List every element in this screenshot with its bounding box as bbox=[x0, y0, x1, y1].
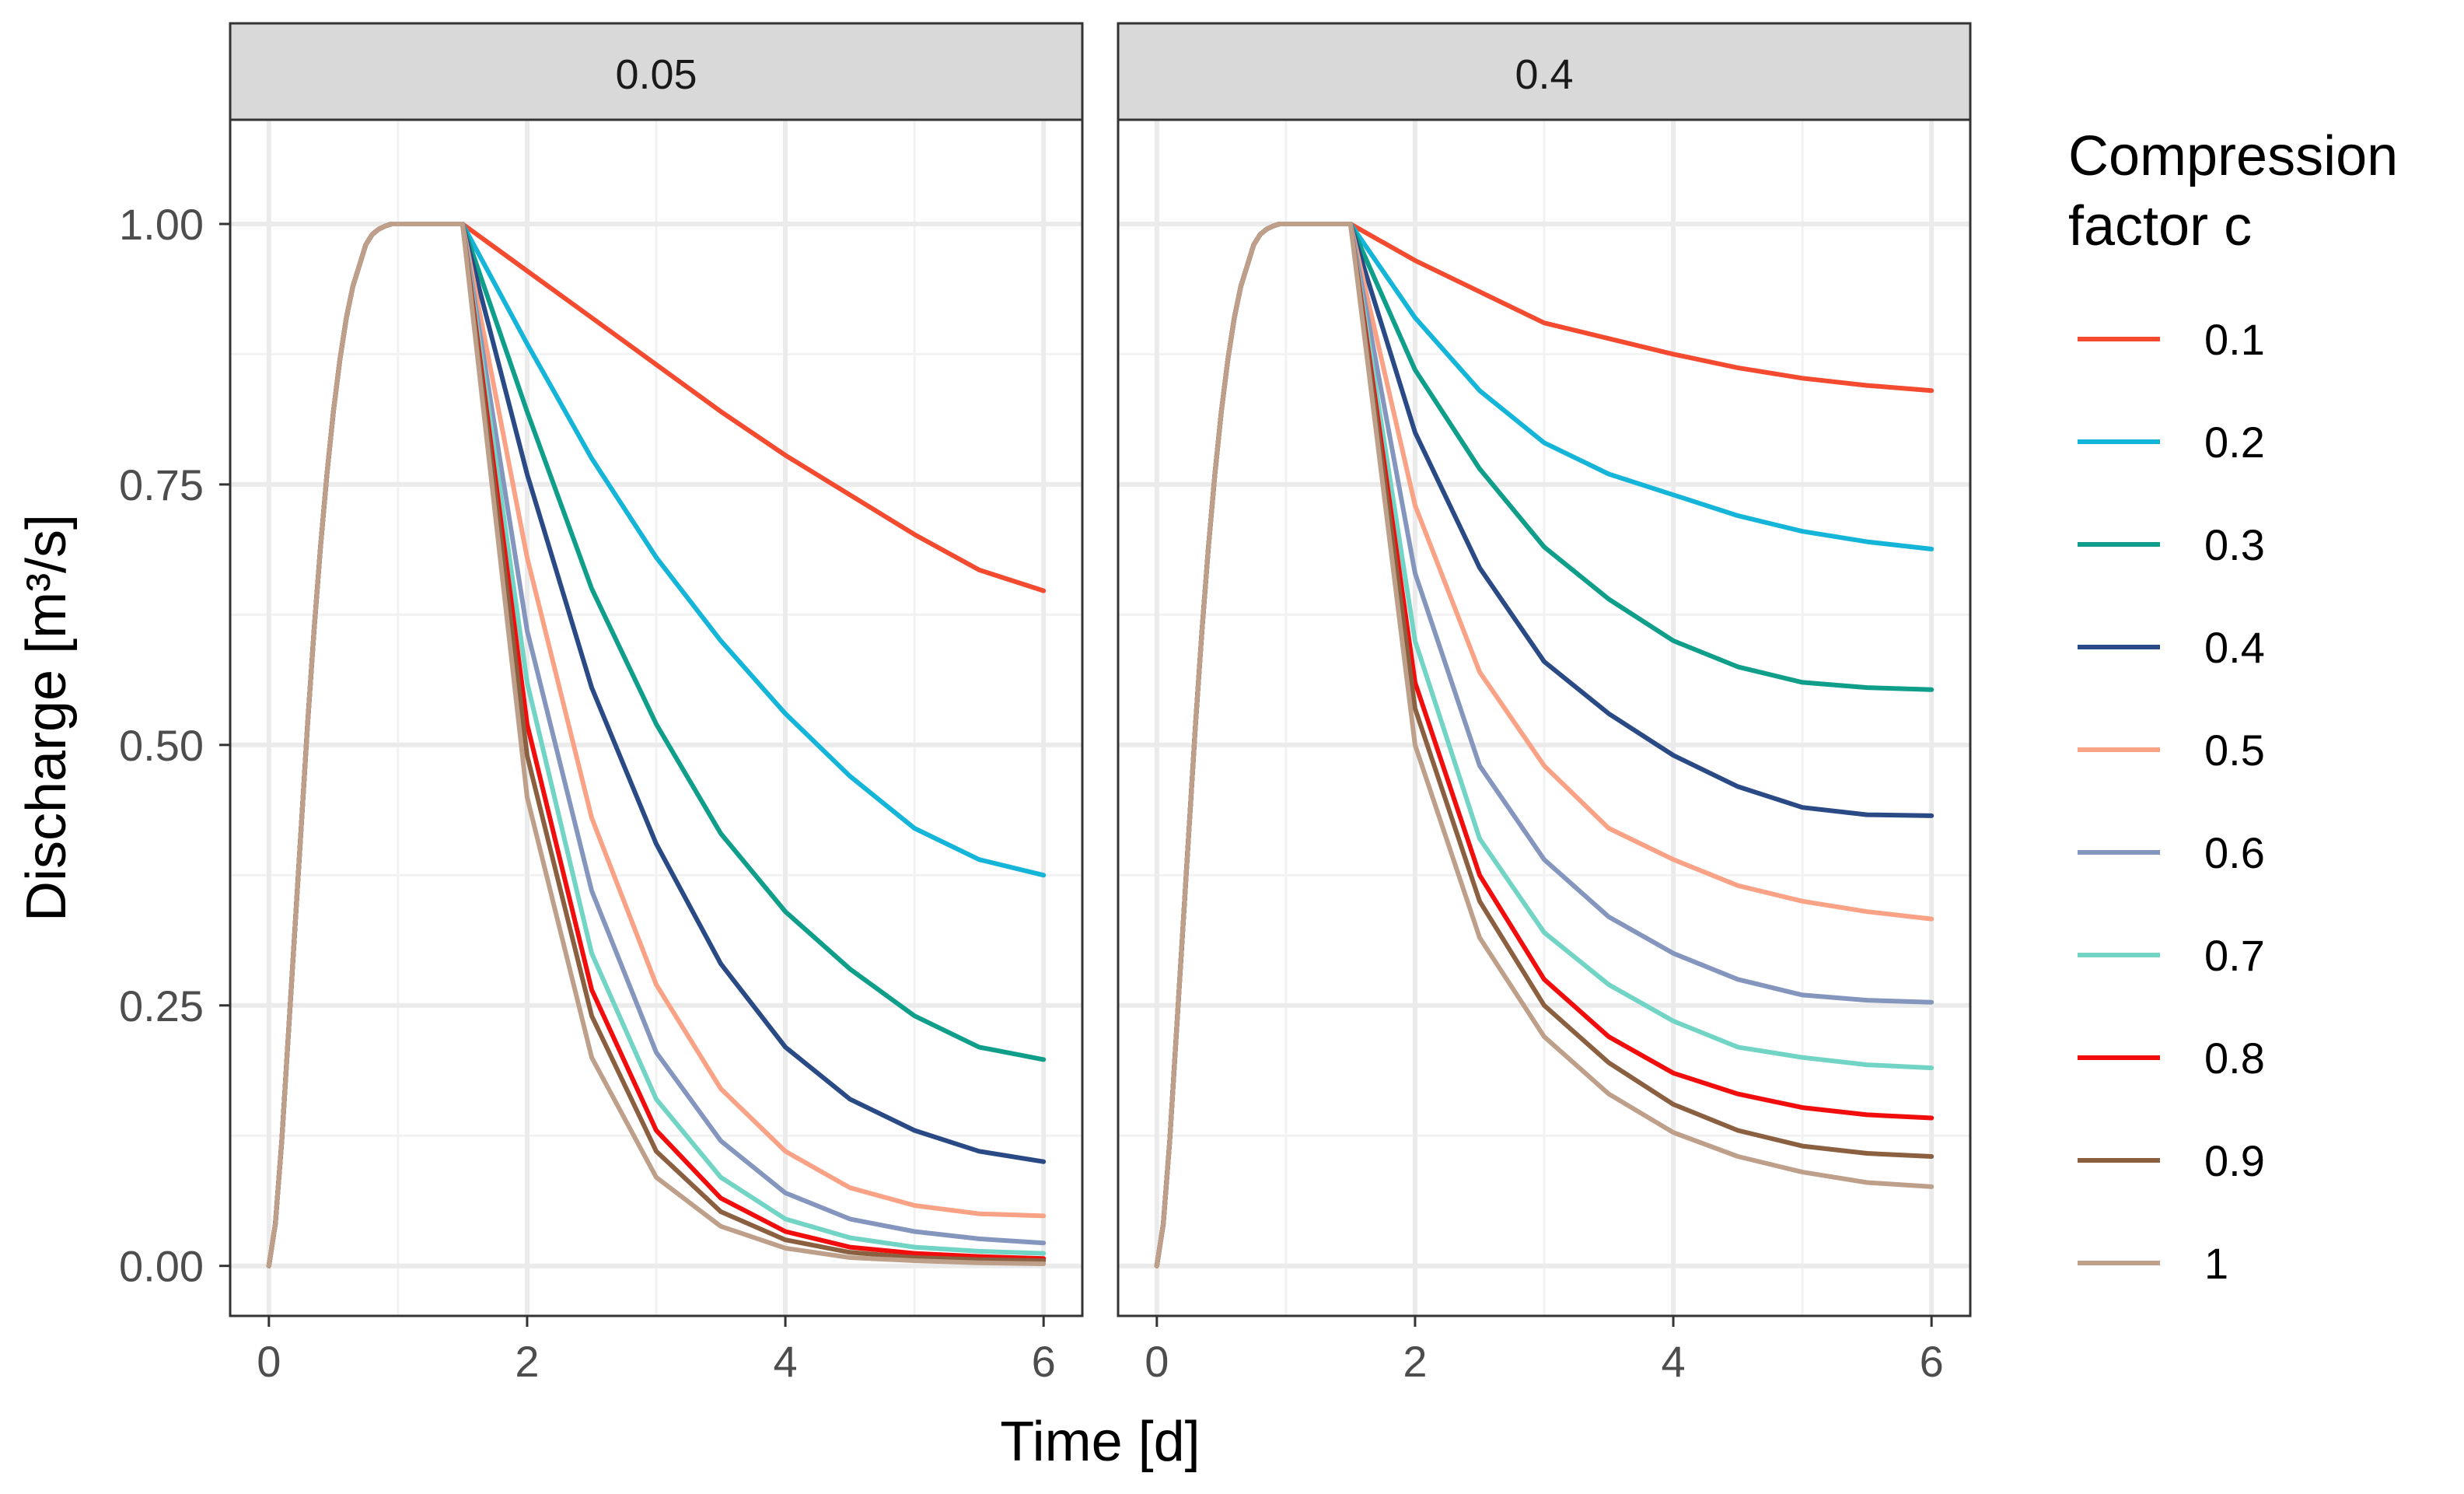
legend-label-c-0.2: 0.2 bbox=[2204, 418, 2265, 467]
x-axis-title: Time [d] bbox=[1000, 1411, 1200, 1473]
x-tick-label: 2 bbox=[1403, 1337, 1427, 1386]
y-axis: 0.00 0.25 0.50 0.75 1.00 bbox=[119, 200, 230, 1291]
x-axis-2: 0 2 4 6 bbox=[1145, 1316, 1944, 1386]
legend-label-c-0.5: 0.5 bbox=[2204, 726, 2265, 775]
facet-panel-1: 0.05 0 2 4 6 bbox=[229, 22, 1084, 1386]
facet-strip-label-1: 0.05 bbox=[615, 51, 697, 98]
x-tick-label: 4 bbox=[773, 1337, 797, 1386]
y-axis-title: Discharge [m³/s] bbox=[16, 514, 78, 922]
series-lines-2 bbox=[1154, 222, 1935, 1268]
legend-title-line-2: factor c bbox=[2068, 195, 2252, 257]
legend-label-c-0.6: 0.6 bbox=[2204, 828, 2265, 877]
series-lines-1 bbox=[266, 222, 1047, 1268]
x-tick-label: 0 bbox=[257, 1337, 281, 1386]
legend-label-c-0.9: 0.9 bbox=[2204, 1136, 2265, 1185]
legend-label-c-0.3: 0.3 bbox=[2204, 520, 2265, 569]
facet-strip-2 bbox=[1117, 22, 1972, 121]
x-tick-label: 2 bbox=[515, 1337, 539, 1386]
legend-label-c-0.1: 0.1 bbox=[2204, 315, 2265, 364]
legend-label-c-0.4: 0.4 bbox=[2204, 623, 2265, 672]
legend: Compression factor c 0.10.20.30.40.50.60… bbox=[2068, 125, 2398, 1288]
facet-panel-2: 0.4 0 2 4 6 bbox=[1117, 22, 1972, 1386]
facet-strip-1 bbox=[229, 22, 1084, 121]
y-tick-label: 0.00 bbox=[119, 1242, 204, 1291]
legend-label-c-0.8: 0.8 bbox=[2204, 1034, 2265, 1083]
y-tick-label: 0.50 bbox=[119, 721, 204, 770]
grid-1 bbox=[230, 120, 1082, 1316]
grid-2 bbox=[1118, 120, 1970, 1316]
x-tick-label: 0 bbox=[1145, 1337, 1169, 1386]
x-tick-label: 6 bbox=[1920, 1337, 1944, 1386]
legend-label-c-1: 1 bbox=[2204, 1239, 2228, 1288]
x-axis-1: 0 2 4 6 bbox=[257, 1316, 1056, 1386]
y-tick-label: 0.25 bbox=[119, 981, 204, 1030]
x-tick-label: 6 bbox=[1032, 1337, 1056, 1386]
legend-items: 0.1 0.2 0.3 0.4 0.5 0.6 0.7 0.8 0.9 1 bbox=[2078, 315, 2265, 1288]
facet-strip-label-2: 0.4 bbox=[1515, 51, 1573, 98]
y-tick-label: 0.75 bbox=[119, 460, 204, 509]
panel-border-1 bbox=[229, 118, 1084, 1317]
panel-border-2 bbox=[1117, 118, 1972, 1317]
y-tick-label: 1.00 bbox=[119, 200, 204, 249]
x-tick-label: 4 bbox=[1661, 1337, 1685, 1386]
legend-label-c-0.7: 0.7 bbox=[2204, 931, 2265, 980]
legend-title-line-1: Compression bbox=[2068, 125, 2398, 187]
series-line-c-1 bbox=[1154, 222, 1935, 1268]
series-line-c-1 bbox=[266, 222, 1047, 1268]
